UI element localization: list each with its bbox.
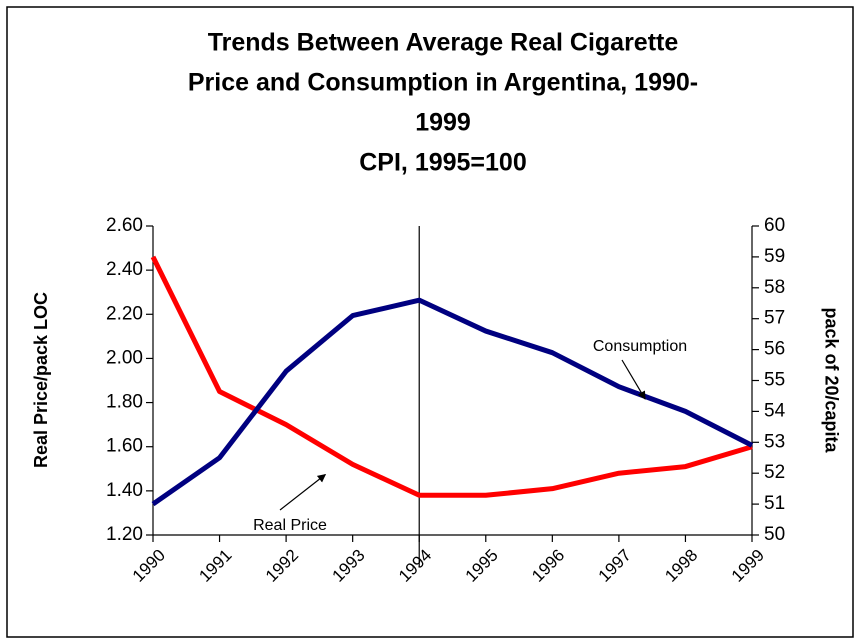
y-tick-label: 2.00 <box>106 347 143 368</box>
series-line <box>151 297 754 507</box>
chart-title: Price and Consumption in Argentina, 1990… <box>188 69 698 97</box>
y-tick-label: 1.40 <box>106 480 143 501</box>
y-tick-label: 1.80 <box>106 392 143 413</box>
chart-title: 1999 <box>415 109 471 137</box>
y2-tick-label: 53 <box>764 431 785 452</box>
y2-tick-label: 57 <box>764 308 785 329</box>
y-tick-label: 2.60 <box>106 215 143 236</box>
y2-tick-label: 50 <box>764 524 785 545</box>
y2-tick-label: 51 <box>764 493 785 514</box>
y2-tick-label: 56 <box>764 339 785 360</box>
annotation-arrow <box>279 473 327 511</box>
y-tick-label: 2.20 <box>106 303 143 324</box>
y2-tick-label: 58 <box>764 277 785 298</box>
y-tick-label: 1.60 <box>106 436 143 457</box>
annotation-arrow <box>621 359 646 400</box>
y-tick-label: 2.40 <box>106 259 143 280</box>
y2-tick-label: 59 <box>764 246 785 267</box>
y2-tick-label: 54 <box>764 400 786 421</box>
y2-tick-label: 55 <box>764 370 785 391</box>
annotation: Real Price <box>253 517 327 534</box>
series-line <box>150 255 753 498</box>
chart-subtitle: CPI, 1995=100 <box>359 149 527 177</box>
annotation: Consumption <box>593 338 687 355</box>
y-tick-label: 1.20 <box>106 524 143 545</box>
chart-title: Trends Between Average Real Cigarette <box>208 29 679 57</box>
y2-tick-label: 60 <box>764 215 785 236</box>
y2-axis-title: pack of 20/capita <box>821 307 841 453</box>
chart-border <box>6 6 854 638</box>
y-axis-title: Real Price/pack LOC <box>31 292 51 468</box>
y2-tick-label: 52 <box>764 462 785 483</box>
